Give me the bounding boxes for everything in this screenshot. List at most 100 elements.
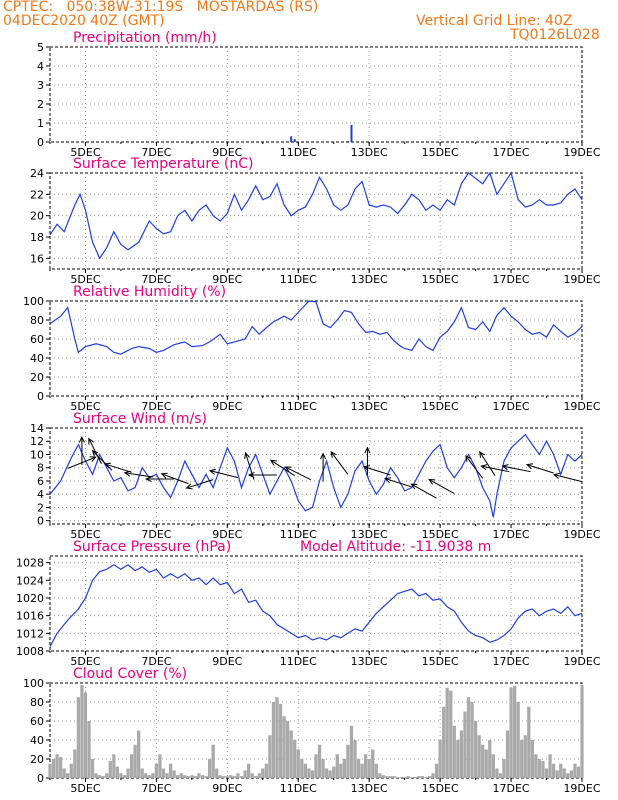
wind-arrow-head [89,456,97,462]
surface-pressure-date-label: 19DEC [563,655,600,668]
cloud-cover-bar [211,744,215,778]
cloud-cover-y-label: 100 [23,677,44,690]
cloud-cover-bar [62,768,66,778]
cloud-cover-bar [325,768,329,778]
cloud-cover-bar [59,757,63,778]
wind-arrow-head [247,471,255,479]
cloud-cover-bar [463,711,467,778]
cloud-cover-bar [466,697,471,778]
cloud-cover-bar [307,768,311,778]
surface-pressure-date-label: 13DEC [351,655,388,668]
cloud-cover-bar [90,759,95,778]
wind-arrow [104,463,132,473]
surface-temperature-date-label: 11DEC [280,273,317,286]
relative-humidity-date-label: 7DEC [141,400,171,413]
surface-pressure-frame [49,555,583,652]
cloud-cover-bar [225,776,229,778]
wind-arrow-head [410,483,418,490]
cloud-cover-bar [427,776,432,778]
surface-pressure-y-label: 1028 [16,557,44,570]
cloud-cover-bar [293,740,297,778]
wind-arrow [285,466,311,481]
cloud-cover-bar [328,770,332,778]
cloud-cover-bar [356,759,361,778]
header-grid-line: Vertical Grid Line: 40Z [416,13,573,29]
cloud-cover-bar [239,776,244,778]
cloud-cover-bar [268,735,272,778]
cloud-cover-bar [246,763,251,778]
surface-temperature-date-label: 19DEC [563,273,600,286]
wind-arrow-head [501,464,509,471]
wind-arrow-head [465,454,472,462]
cloud-cover-bar [66,773,70,778]
header-run-time: 04DEC2020 40Z (GMT) [3,13,165,29]
wind-arrow [270,459,295,477]
cloud-cover-bar [477,735,481,778]
relative-humidity-title: Relative Humidity (%) [73,284,226,300]
surface-wind-date-label: 17DEC [493,528,530,541]
header-station: CPTEC: 050:38W-31:19S MOSTARDAS (RS) [3,0,319,15]
cloud-cover-bar [119,773,123,778]
cloud-cover-bar [140,768,144,778]
cloud-cover-bar [108,760,112,778]
cloud-cover-bar [144,773,148,778]
wind-arrow [411,483,437,499]
wind-arrow-head [123,470,131,477]
surface-temperature-line [49,171,583,260]
surface-wind-date-label: 9DEC [212,528,242,541]
wind-arrow-head [91,450,99,457]
cloud-cover-bar [257,773,261,778]
wind-arrow-head [479,450,486,458]
surface-wind-date-label: 5DEC [70,528,100,541]
cloud-cover-date-label: 19DEC [563,782,600,795]
surface-temperature-date-label: 13DEC [351,273,388,286]
wind-arrow-head [428,478,436,485]
surface-wind-date-label: 15DEC [422,528,459,541]
surface-temperature-y-label: 22 [30,188,44,201]
relative-humidity-y-label: 80 [30,314,44,327]
surface-pressure-date-label: 15DEC [422,655,459,668]
cloud-cover-bar [339,763,343,778]
cloud-cover-bar [335,754,339,778]
cloud-cover-bar [94,773,98,778]
relative-humidity-date-label: 17DEC [493,400,530,413]
wind-arrow [553,474,583,483]
cloud-cover-bar [186,776,190,778]
precipitation-date-label: 17DEC [493,146,530,159]
cloud-cover-bar [367,759,371,778]
cloud-cover-bar [115,766,120,778]
relative-humidity-line [49,300,583,355]
wind-arrow [209,470,239,479]
cloud-cover-bar [200,775,205,778]
surface-pressure-date-label: 17DEC [493,655,530,668]
cloud-cover-bar [176,775,180,778]
cloud-cover-bar [353,740,357,778]
cloud-cover-y-label: 20 [30,753,44,766]
cloud-cover-bar [342,759,346,778]
wind-arrow-head [480,464,488,471]
wind-arrow [481,465,510,473]
precipitation-title: Precipitation (mm/h) [73,30,217,46]
surface-pressure-date-label: 7DEC [141,655,171,668]
precipitation-frame [49,46,583,143]
cloud-cover-bar [161,768,166,778]
cloud-cover-bar [193,776,198,778]
cloud-cover-bar [300,759,304,778]
cloud-cover-bar [229,775,233,778]
cloud-cover-bar [261,768,265,778]
cloud-cover-bar [129,754,134,778]
cloud-cover-bar [385,776,389,778]
cloud-cover-bar [544,768,549,778]
cloud-cover-bar [190,775,194,778]
cloud-cover-bar [388,776,393,778]
cloud-cover-bar [395,777,400,778]
wind-arrow-head [185,483,193,490]
cloud-cover-bar [122,775,127,778]
cloud-cover-bar [207,759,212,778]
cloud-cover-bar [137,730,141,778]
cloud-cover-bar [243,770,247,778]
cloud-cover-bar [303,763,307,778]
cloud-cover-bar [473,721,478,778]
cloud-cover-bar [278,703,283,778]
precipitation-bar [290,136,293,142]
